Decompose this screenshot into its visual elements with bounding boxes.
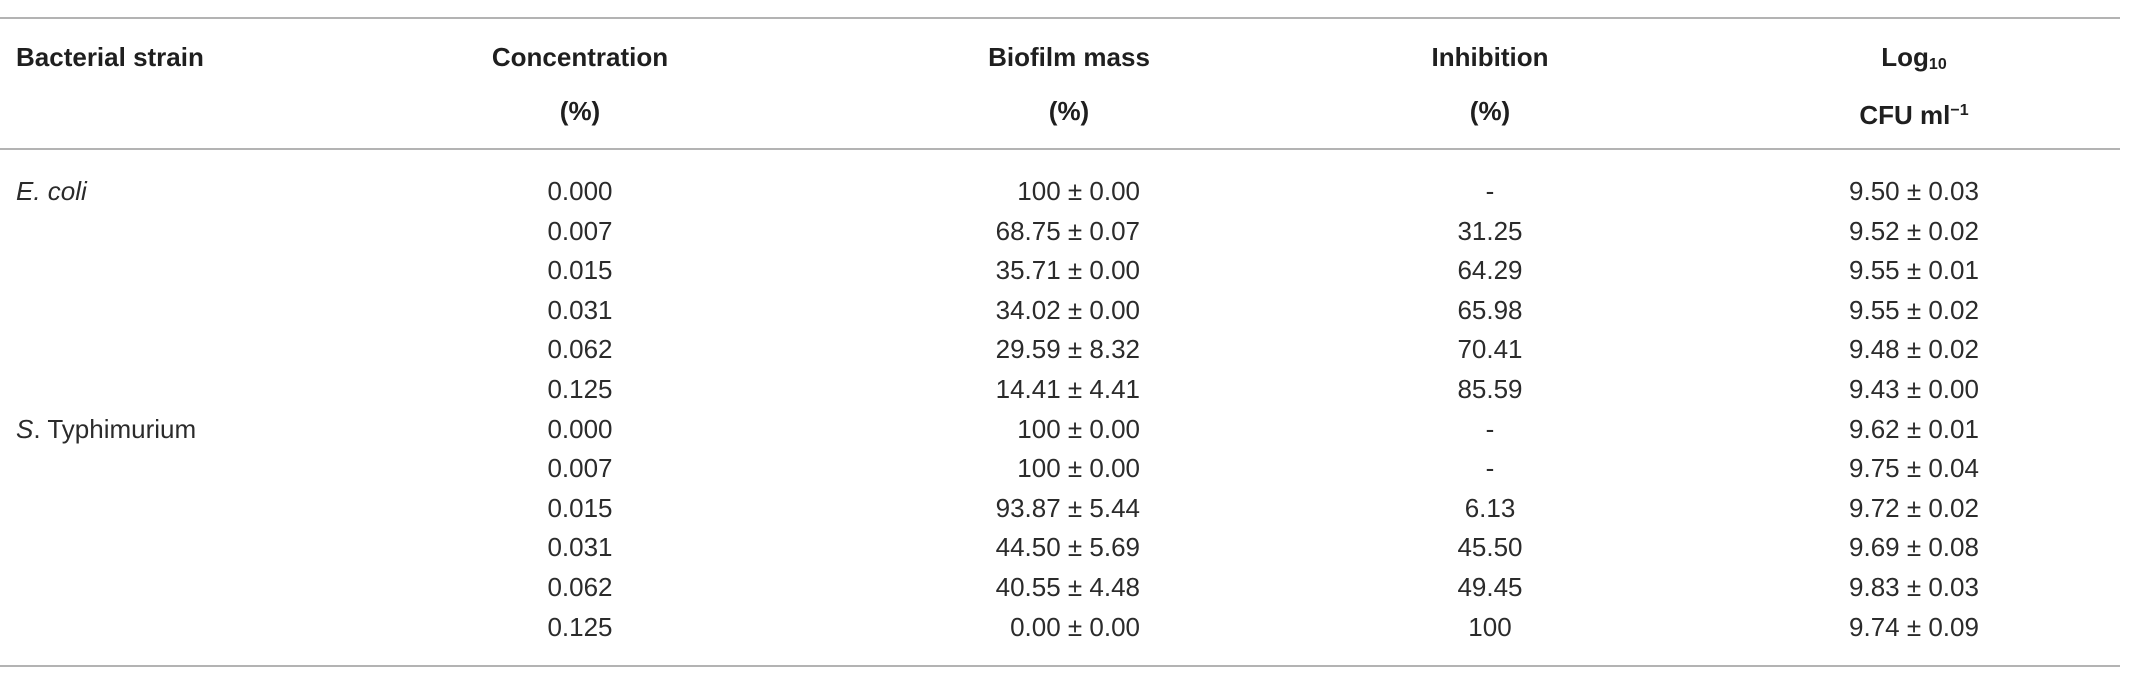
table-row: 0.062 40.55 ± 4.48 49.45 9.83 ± 0.03 (0, 568, 2120, 608)
cell-concentration: 0.000 (547, 176, 613, 206)
header-log-line1: Log10 (1881, 42, 1947, 73)
cell-inhibition: - (1485, 453, 1495, 484)
cell-concentration: 0.125 (547, 611, 613, 642)
cell-log-cfu: 9.55 ± 0.02 (1849, 294, 1979, 325)
cell-biofilm-mass: 35.71 ± 0.00 (995, 255, 1140, 286)
cell-log-cfu: 9.50 ± 0.03 (1849, 176, 1979, 206)
cell-inhibition: 31.25 (1457, 215, 1523, 246)
cell-concentration: 0.062 (547, 571, 613, 602)
cell-biofilm-mass: 44.50 ± 5.69 (995, 532, 1140, 563)
table-row: E. coli 0.000 100 ± 0.00 - 9.50 ± 0.03 (0, 172, 2120, 212)
cell-concentration: 0.007 (547, 215, 613, 246)
cell-log-cfu: 9.69 ± 0.08 (1849, 532, 1979, 563)
table-top-rule (0, 17, 2120, 19)
cell-log-cfu: 9.83 ± 0.03 (1849, 571, 1979, 602)
cell-inhibition: 85.59 (1457, 373, 1523, 404)
cell-inhibition: 64.29 (1457, 255, 1523, 286)
cell-concentration: 0.125 (547, 373, 613, 404)
table-body: E. coli 0.000 100 ± 0.00 - 9.50 ± 0.03 0.007 6… (0, 172, 2120, 647)
header-concentration-line1: Concentration (491, 42, 669, 72)
cell-biofilm-mass: 34.02 ± 0.00 (995, 294, 1140, 325)
cell-concentration: 0.015 (547, 492, 613, 523)
cell-log-cfu: 9.55 ± 0.01 (1849, 255, 1979, 286)
cell-log-cfu: 9.62 ± 0.01 (1849, 413, 1979, 444)
header-inhibition-line2: (%) (1469, 96, 1511, 126)
cell-inhibition: 45.50 (1457, 532, 1523, 563)
cell-inhibition: 100 (1468, 611, 1512, 642)
cell-inhibition: 6.13 (1464, 492, 1516, 523)
table-row: 0.015 35.71 ± 0.00 64.29 9.55 ± 0.01 (0, 251, 2120, 291)
cell-strain: E. coli (16, 172, 87, 212)
cell-concentration: 0.031 (547, 294, 613, 325)
table-row: 0.125 0.00 ± 0.00 100 9.74 ± 0.09 (0, 608, 2120, 648)
cell-inhibition: 70.41 (1457, 334, 1523, 365)
cell-concentration: 0.000 (547, 413, 613, 444)
table-row: S. Typhimurium 0.000 100 ± 0.00 - 9.62 ± 0.0… (0, 410, 2120, 450)
cell-log-cfu: 9.75 ± 0.04 (1849, 453, 1979, 484)
header-concentration-line2: (%) (559, 96, 601, 126)
cell-biofilm-mass: 29.59 ± 8.32 (995, 334, 1140, 365)
table-bottom-rule (0, 665, 2120, 667)
table-row: 0.031 34.02 ± 0.00 65.98 9.55 ± 0.02 (0, 291, 2120, 331)
cell-concentration: 0.062 (547, 334, 613, 365)
cell-concentration: 0.015 (547, 255, 613, 286)
cell-log-cfu: 9.48 ± 0.02 (1849, 334, 1979, 365)
cell-biofilm-mass: 100 ± 0.00 (1017, 453, 1140, 484)
table-row: 0.031 44.50 ± 5.69 45.50 9.69 ± 0.08 (0, 528, 2120, 568)
table-row: 0.007 68.75 ± 0.07 31.25 9.52 ± 0.02 (0, 212, 2120, 252)
cell-biofilm-mass: 0.00 ± 0.00 (1010, 611, 1140, 642)
table-row: 0.007 100 ± 0.00 - 9.75 ± 0.04 (0, 449, 2120, 489)
cell-biofilm-mass: 93.87 ± 5.44 (995, 492, 1140, 523)
cell-biofilm-mass: 14.41 ± 4.41 (995, 373, 1140, 404)
cell-inhibition: 49.45 (1457, 571, 1523, 602)
header-log-line2: CFU ml−1 (1859, 100, 1969, 130)
table-row: 0.125 14.41 ± 4.41 85.59 9.43 ± 0.00 (0, 370, 2120, 410)
strain-italic: S (16, 413, 34, 444)
cell-log-cfu: 9.72 ± 0.02 (1849, 492, 1979, 523)
cell-strain: S. Typhimurium (16, 410, 196, 450)
cell-inhibition: - (1485, 176, 1495, 206)
table-header-rule (0, 148, 2120, 150)
cell-log-cfu: 9.74 ± 0.09 (1849, 611, 1979, 642)
cell-log-cfu: 9.52 ± 0.02 (1849, 215, 1979, 246)
cell-biofilm-mass: 40.55 ± 4.48 (995, 571, 1140, 602)
cell-biofilm-mass: 100 ± 0.00 (1017, 176, 1140, 206)
strain-italic: E. coli (16, 176, 87, 206)
cell-concentration: 0.007 (547, 453, 613, 484)
cell-log-cfu: 9.43 ± 0.00 (1849, 373, 1979, 404)
table-row: 0.062 29.59 ± 8.32 70.41 9.48 ± 0.02 (0, 330, 2120, 370)
cell-concentration: 0.031 (547, 532, 613, 563)
cell-biofilm-mass: 100 ± 0.00 (1017, 413, 1140, 444)
header-biofilm-line2: (%) (1048, 96, 1090, 126)
header-inhibition-line1: Inhibition (1431, 42, 1549, 72)
cell-biofilm-mass: 68.75 ± 0.07 (995, 215, 1140, 246)
cell-inhibition: 65.98 (1457, 294, 1523, 325)
table-row: 0.015 93.87 ± 5.44 6.13 9.72 ± 0.02 (0, 489, 2120, 529)
strain-rest: . Typhimurium (33, 413, 197, 444)
header-biofilm-line1: Biofilm mass (988, 42, 1150, 72)
cell-inhibition: - (1485, 413, 1495, 444)
